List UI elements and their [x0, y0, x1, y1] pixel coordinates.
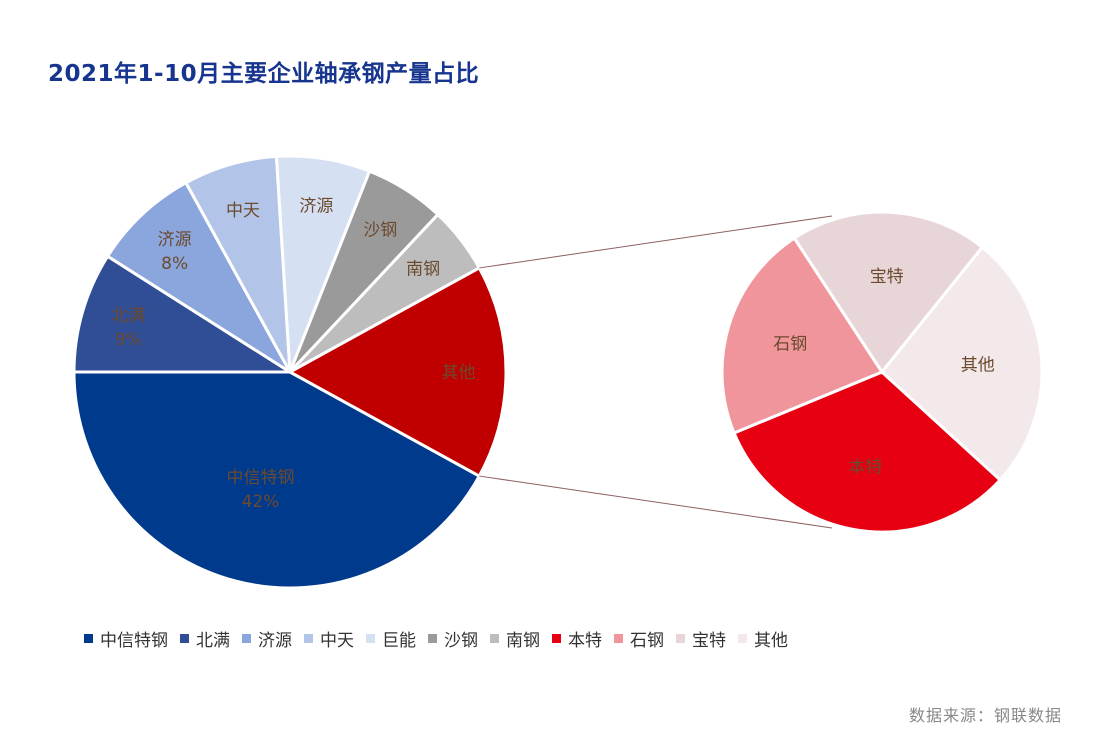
- chart-title: 2021年1-10月主要企业轴承钢产量占比: [48, 61, 480, 87]
- legend-label: 本特: [568, 631, 602, 651]
- legend-label: 沙钢: [444, 631, 478, 651]
- legend-label: 中天: [320, 631, 354, 651]
- breakout-slice-其他: [879, 245, 1044, 483]
- legend-label: 南钢: [506, 631, 540, 651]
- legend-swatch: [304, 634, 313, 643]
- legend-item: 中天: [304, 626, 354, 651]
- legend-swatch: [490, 634, 499, 643]
- breakout-slice-label: 石钢: [773, 335, 807, 355]
- legend-item: 中信特钢: [84, 626, 168, 651]
- legend-label: 济源: [258, 631, 292, 651]
- breakout-slice-label: 宝特: [870, 267, 904, 287]
- legend-label: 宝特: [692, 631, 726, 651]
- main-slice-pct: 9%: [115, 330, 142, 350]
- breakout-slice-本特: [732, 370, 1003, 534]
- legend-label: 北满: [196, 631, 230, 651]
- legend-item: 沙钢: [428, 626, 478, 651]
- legend-item: 济源: [242, 626, 292, 651]
- main-slice-label: 济源: [158, 230, 192, 250]
- main-slice-pct: 42%: [242, 492, 280, 512]
- main-slice-label: 沙钢: [363, 221, 397, 241]
- legend-swatch: [428, 634, 437, 643]
- main-slice-label: 其他: [441, 363, 475, 383]
- main-slice-label: 南钢: [406, 260, 440, 280]
- connector-lines: [479, 215, 833, 529]
- breakout-slice-宝特: [792, 210, 985, 375]
- main-slice-label: 中信特钢: [226, 468, 294, 488]
- legend: 中信特钢 北满 济源 中天 巨能 沙钢 南钢 本特 石钢 宝特 其他: [84, 626, 788, 651]
- legend-item: 北满: [180, 626, 230, 651]
- legend-item: 巨能: [366, 626, 416, 651]
- main-slice-label: 北满: [111, 306, 145, 326]
- main-slice-其他: [286, 265, 508, 479]
- legend-swatch: [676, 634, 685, 643]
- legend-swatch: [84, 634, 93, 643]
- main-slice-中信特钢: [72, 370, 482, 590]
- main-slice-label: 济源: [299, 197, 333, 217]
- legend-swatch: [242, 634, 251, 643]
- main-slice-济源: [105, 180, 292, 374]
- legend-item: 宝特: [676, 626, 726, 651]
- legend-label: 中信特钢: [100, 631, 168, 651]
- main-slice-label: 中天: [226, 201, 260, 221]
- breakout-slice-label: 本特: [848, 458, 882, 478]
- connector-line-bottom: [479, 475, 833, 529]
- legend-item: 本特: [552, 626, 602, 651]
- legend-swatch: [180, 634, 189, 643]
- legend-swatch: [614, 634, 623, 643]
- legend-item: 南钢: [490, 626, 540, 651]
- legend-label: 巨能: [382, 631, 416, 651]
- legend-swatch: [552, 634, 561, 643]
- legend-label: 石钢: [630, 631, 664, 651]
- main-slice-pct: 8%: [161, 254, 188, 274]
- legend-swatch: [738, 634, 747, 643]
- main-slice-北满: [72, 254, 296, 374]
- data-source-note: 数据来源：钢联数据: [908, 706, 1062, 725]
- breakout-slice-石钢: [720, 236, 885, 435]
- legend-label: 其他: [754, 631, 788, 651]
- legend-item: 石钢: [614, 626, 664, 651]
- legend-item: 其他: [738, 626, 788, 651]
- connector-line-top: [479, 215, 833, 269]
- breakout-slice-label: 其他: [961, 356, 995, 376]
- legend-swatch: [366, 634, 375, 643]
